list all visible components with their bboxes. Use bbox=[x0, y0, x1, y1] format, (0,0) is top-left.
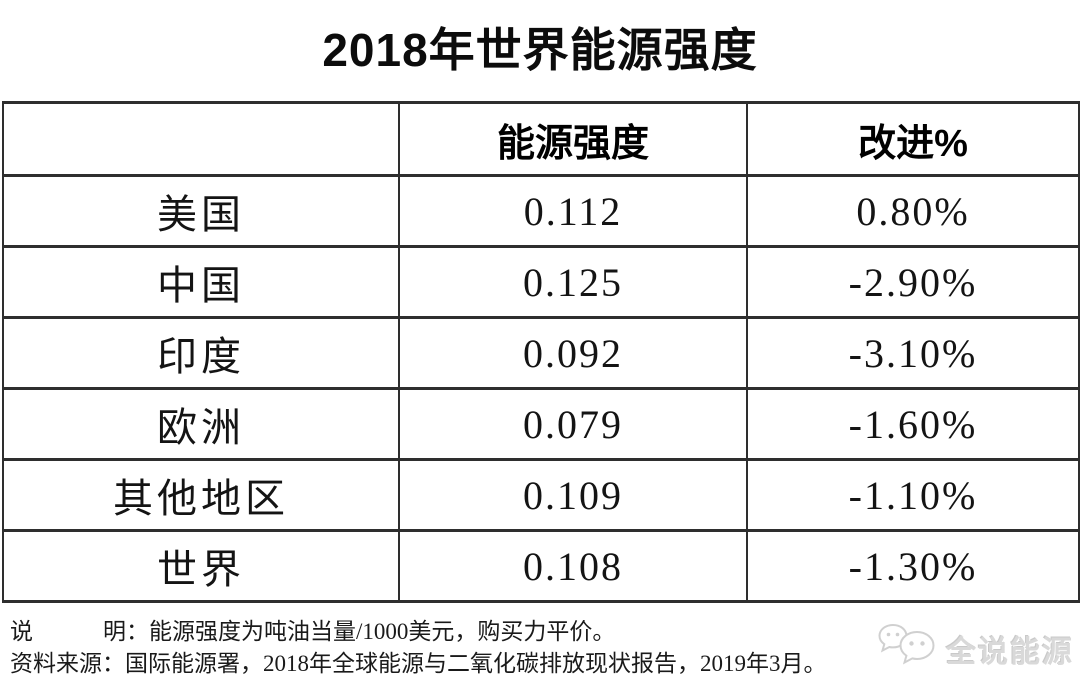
column-header-improvement: 改进% bbox=[746, 101, 1080, 177]
region-cell: 印度 bbox=[2, 316, 400, 390]
intensity-cell: 0.079 bbox=[398, 387, 748, 461]
watermark-text: 全说能源 bbox=[946, 635, 1074, 669]
intensity-cell: 0.108 bbox=[398, 529, 748, 603]
region-cell: 美国 bbox=[2, 174, 400, 248]
region-cell: 其他地区 bbox=[2, 458, 400, 532]
improvement-cell: -3.10% bbox=[746, 316, 1080, 390]
improvement-cell: 0.80% bbox=[746, 174, 1080, 248]
improvement-cell: -2.90% bbox=[746, 245, 1080, 319]
note-label: 说 bbox=[10, 619, 33, 644]
note-explanation: 说 明：能源强度为吨油当量/1000美元，购买力平价。 bbox=[10, 616, 827, 648]
intensity-cell: 0.092 bbox=[398, 316, 748, 390]
footnotes: 说 明：能源强度为吨油当量/1000美元，购买力平价。 资料来源：国际能源署，20… bbox=[10, 616, 827, 680]
improvement-cell: -1.30% bbox=[746, 529, 1080, 603]
column-header-intensity: 能源强度 bbox=[398, 101, 748, 177]
region-cell: 欧洲 bbox=[2, 387, 400, 461]
improvement-cell: -1.60% bbox=[746, 387, 1080, 461]
intensity-cell: 0.125 bbox=[398, 245, 748, 319]
intensity-cell: 0.109 bbox=[398, 458, 748, 532]
page-title: 2018年世界能源强度 bbox=[322, 24, 758, 76]
note-text: 能源强度为吨油当量/1000美元，购买力平价。 bbox=[149, 619, 616, 644]
table-row: 中国 0.125 -2.90% bbox=[2, 245, 1080, 319]
table-row: 其他地区 0.109 -1.10% bbox=[2, 458, 1080, 532]
table-row: 世界 0.108 -1.30% bbox=[2, 529, 1080, 603]
note-source: 资料来源：国际能源署，2018年全球能源与二氧化碳排放现状报告，2019年3月。 bbox=[10, 648, 827, 680]
energy-intensity-table: 能源强度 改进% 美国 0.112 0.80% 中国 0.125 -2.90% … bbox=[2, 101, 1080, 603]
region-cell: 世界 bbox=[2, 529, 400, 603]
intensity-cell: 0.112 bbox=[398, 174, 748, 248]
chat-bubbles-icon bbox=[876, 622, 940, 675]
table-header-row: 能源强度 改进% bbox=[2, 101, 1080, 177]
note-label: 明： bbox=[103, 619, 149, 644]
table-row: 美国 0.112 0.80% bbox=[2, 174, 1080, 248]
note-text: 国际能源署，2018年全球能源与二氧化碳排放现状报告，2019年3月。 bbox=[125, 651, 827, 676]
column-header-region bbox=[2, 101, 400, 177]
table-row: 欧洲 0.079 -1.60% bbox=[2, 387, 1080, 461]
table-row: 印度 0.092 -3.10% bbox=[2, 316, 1080, 390]
brand-watermark: 全说能源 bbox=[876, 622, 1074, 675]
improvement-cell: -1.10% bbox=[746, 458, 1080, 532]
note-label: 资料来源： bbox=[10, 651, 125, 676]
region-cell: 中国 bbox=[2, 245, 400, 319]
